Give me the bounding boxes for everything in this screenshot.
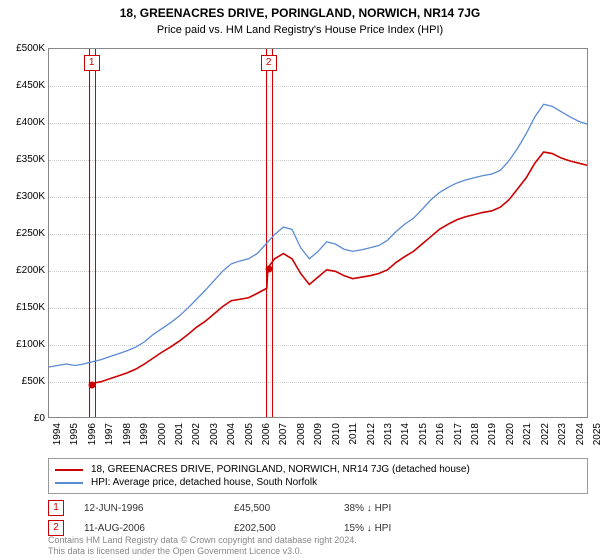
legend-label: HPI: Average price, detached house, Sout… [91,477,317,488]
x-axis-label: 2012 [366,423,377,445]
y-axis-label: £500K [3,43,45,54]
y-axis-label: £250K [3,228,45,239]
chart-title: 18, GREENACRES DRIVE, PORINGLAND, NORWIC… [0,0,600,20]
transaction-hpi: 38% ↓ HPI [344,503,464,514]
footer-line-1: Contains HM Land Registry data © Crown c… [48,535,588,546]
y-axis-label: £450K [3,80,45,91]
footer: Contains HM Land Registry data © Crown c… [48,535,588,557]
chart-subtitle: Price paid vs. HM Land Registry's House … [0,20,600,42]
x-axis-label: 1995 [69,423,80,445]
x-axis-label: 1999 [139,423,150,445]
series-line [92,152,587,383]
x-axis-label: 2017 [453,423,464,445]
legend-swatch [55,469,83,471]
x-axis-label: 2023 [557,423,568,445]
x-axis-label: 2002 [191,423,202,445]
x-axis-label: 1998 [122,423,133,445]
x-axis-label: 2024 [575,423,586,445]
x-axis-label: 2021 [522,423,533,445]
x-axis-label: 1997 [104,423,115,445]
legend: 18, GREENACRES DRIVE, PORINGLAND, NORWIC… [48,458,588,494]
transaction-hpi: 15% ↓ HPI [344,523,464,534]
series-line [49,104,587,367]
transactions-table: 1 12-JUN-1996£45,50038% ↓ HPI 2 11-AUG-2006… [48,498,588,538]
x-axis-label: 2005 [244,423,255,445]
x-axis-label: 1996 [87,423,98,445]
x-axis-label: 2006 [261,423,272,445]
x-axis-label: 2019 [487,423,498,445]
transaction-price: £202,500 [234,523,344,534]
marker-label: 2 [261,55,277,71]
footer-line-2: This data is licensed under the Open Gov… [48,546,588,557]
x-axis-label: 2016 [435,423,446,445]
y-axis-label: £300K [3,191,45,202]
x-axis-label: 2000 [157,423,168,445]
transaction-marker-id: 1 [48,500,64,516]
x-axis-label: 2015 [418,423,429,445]
y-axis-label: £400K [3,117,45,128]
legend-item: 18, GREENACRES DRIVE, PORINGLAND, NORWIC… [55,463,581,476]
y-axis-label: £50K [3,376,45,387]
y-axis-label: £100K [3,339,45,350]
x-axis-label: 2025 [592,423,600,445]
marker-point [88,382,95,389]
x-axis-label: 2009 [313,423,324,445]
legend-item: HPI: Average price, detached house, Sout… [55,476,581,489]
x-axis-label: 2007 [278,423,289,445]
x-axis-label: 2013 [383,423,394,445]
x-axis-label: 2014 [400,423,411,445]
y-axis-label: £150K [3,302,45,313]
x-axis-label: 2020 [505,423,516,445]
y-axis-label: £350K [3,154,45,165]
x-axis-label: 2003 [209,423,220,445]
x-axis-label: 2018 [470,423,481,445]
x-axis-label: 2010 [331,423,342,445]
chart-plot-area: £0£50K£100K£150K£200K£250K£300K£350K£400… [48,48,588,418]
transaction-price: £45,500 [234,503,344,514]
x-axis-label: 2022 [540,423,551,445]
x-axis-label: 2011 [348,423,359,445]
y-axis-label: £0 [3,413,45,424]
x-axis-label: 2001 [174,423,185,445]
marker-label: 1 [84,55,100,71]
x-axis-label: 2008 [296,423,307,445]
transaction-marker-id: 2 [48,520,64,536]
transaction-date: 12-JUN-1996 [84,503,234,514]
transaction-date: 11-AUG-2006 [84,523,234,534]
legend-label: 18, GREENACRES DRIVE, PORINGLAND, NORWIC… [91,464,470,475]
y-axis-label: £200K [3,265,45,276]
transaction-row: 1 12-JUN-1996£45,50038% ↓ HPI [48,498,588,518]
x-axis-label: 2004 [226,423,237,445]
legend-swatch [55,482,83,484]
x-axis-label: 1994 [52,423,63,445]
marker-point [265,266,272,273]
